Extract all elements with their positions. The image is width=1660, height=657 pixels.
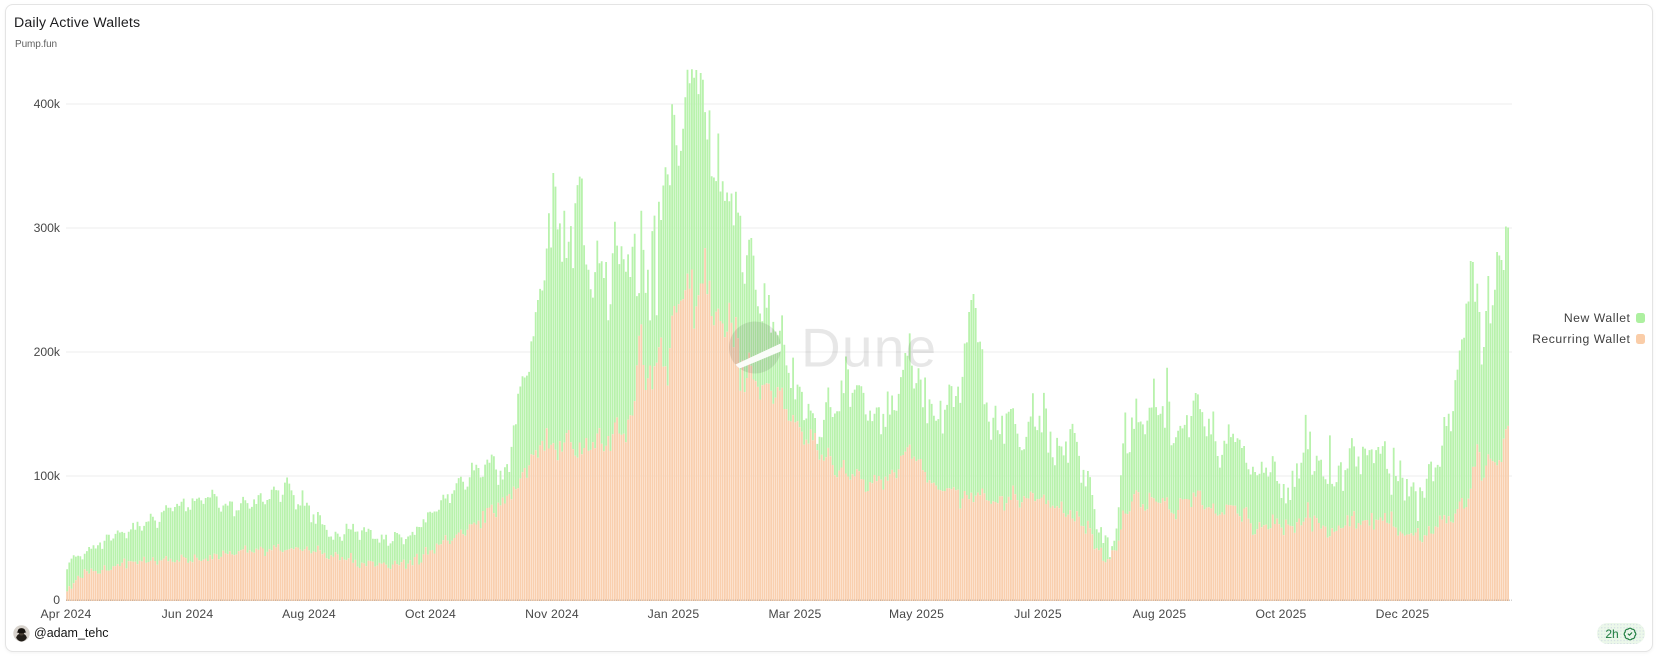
svg-text:Dune: Dune xyxy=(801,317,937,379)
